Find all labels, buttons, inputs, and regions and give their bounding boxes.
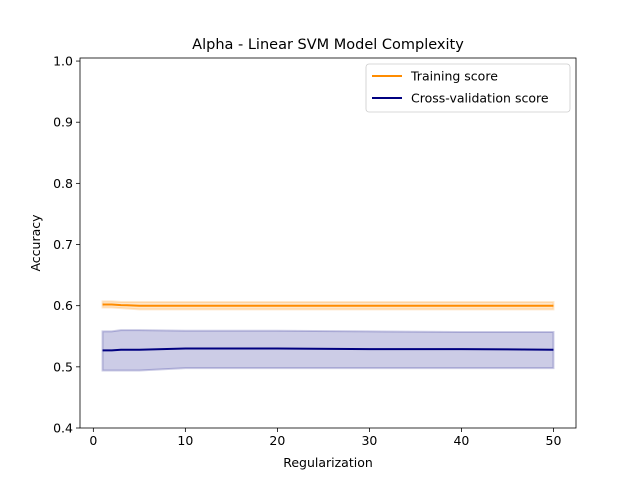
- y-tick-label: 1.0: [53, 54, 73, 69]
- y-tick-label: 0.7: [53, 237, 73, 252]
- y-axis-ticks: 0.4 0.5 0.6 0.7 0.8 0.9 1.0: [53, 54, 80, 436]
- legend: Training score Cross-validation score: [365, 63, 571, 113]
- y-tick-label: 0.8: [53, 176, 73, 191]
- y-axis-label: Accuracy: [28, 214, 43, 272]
- x-axis-ticks: 0 10 20 30 40 50: [89, 428, 561, 448]
- x-tick-label: 40: [453, 433, 469, 448]
- x-tick-label: 50: [546, 433, 562, 448]
- legend-box: [365, 63, 571, 113]
- x-tick-label: 0: [89, 433, 97, 448]
- legend-label-training: Training score: [410, 69, 498, 84]
- plot-frame: [79, 57, 577, 429]
- y-tick-label: 0.4: [53, 421, 73, 436]
- x-tick-label: 20: [269, 433, 285, 448]
- y-tick-label: 0.5: [53, 359, 73, 374]
- line-training: [102, 303, 554, 307]
- y-tick-label: 0.6: [53, 298, 73, 313]
- y-tick-label: 0.9: [53, 115, 73, 130]
- x-tick-label: 10: [177, 433, 193, 448]
- band-cross-validation: [101, 329, 555, 372]
- series-lines: [102, 303, 554, 352]
- chart-title: Alpha - Linear SVM Model Complexity: [192, 37, 464, 53]
- x-axis-label: Regularization: [283, 455, 373, 470]
- line-cross-validation: [102, 347, 554, 352]
- x-tick-label: 30: [361, 433, 377, 448]
- legend-label-cross-validation: Cross-validation score: [411, 91, 549, 106]
